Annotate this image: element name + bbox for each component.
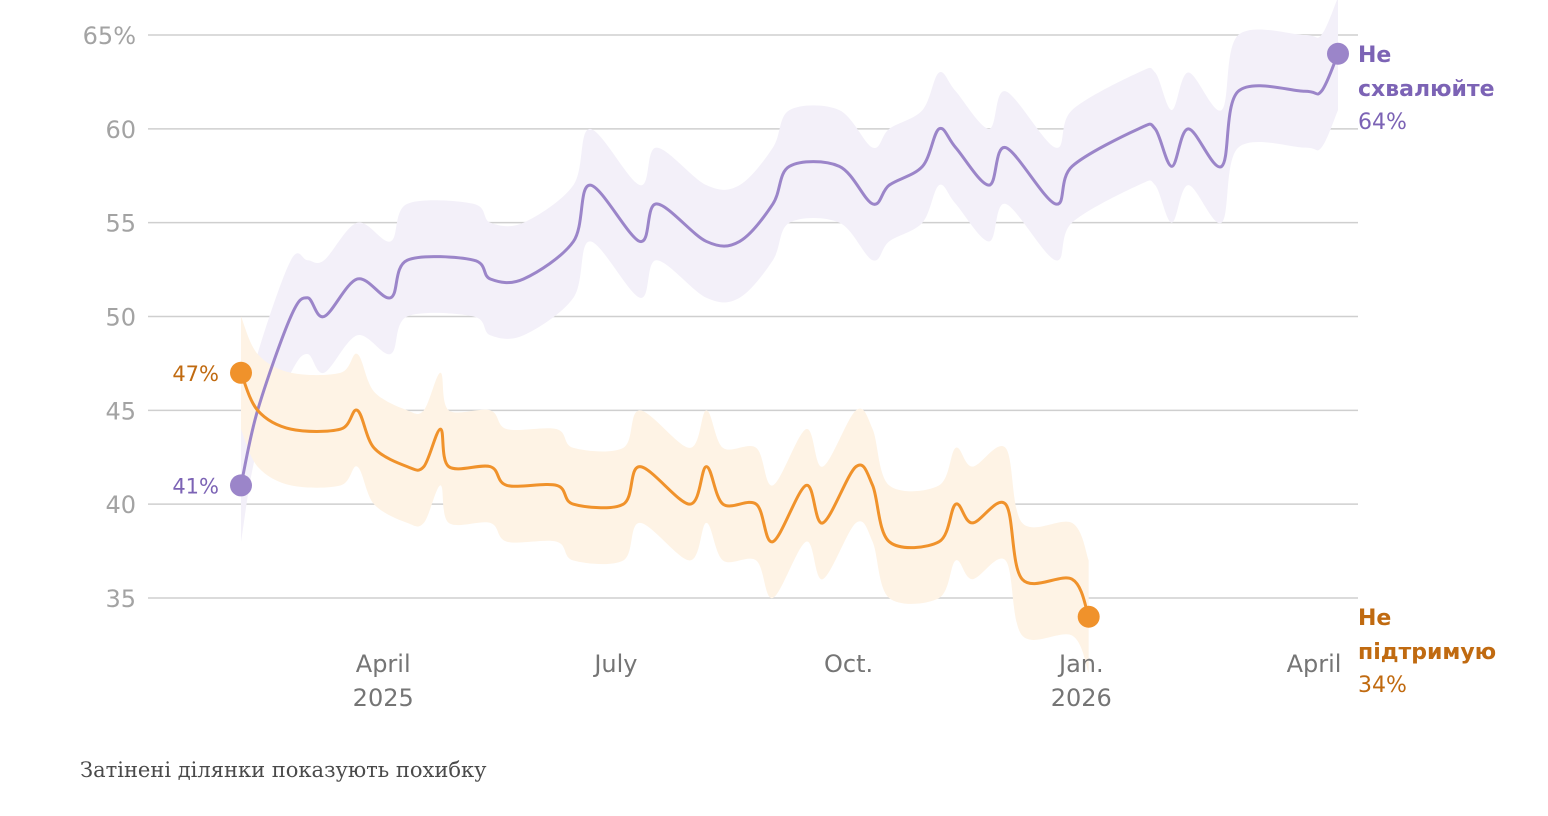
x-axis-ticks: April 2025 July Oct. Jan. 2026 April (353, 650, 1342, 712)
start-marker-series-0 (230, 474, 252, 497)
x-tick-label-0: April (356, 650, 411, 678)
y-tick-label-45: 45 (105, 397, 136, 425)
start-marker-series-1 (230, 361, 252, 384)
band-series-0 (241, 0, 1338, 542)
end-value-series-1: 34% (1358, 673, 1407, 698)
x-tick-label-2: Oct. (824, 650, 873, 678)
x-tick-label-4: April (1287, 650, 1342, 678)
y-axis-ticks: 35 40 45 50 55 60 65% (83, 22, 136, 613)
end-title-line1-series-0: Не (1358, 43, 1391, 68)
end-marker-series-0 (1327, 42, 1349, 65)
end-title-line1-series-1: Не (1358, 606, 1391, 631)
line-series-1 (239, 372, 1091, 618)
approval-line-chart: 35 40 45 50 55 60 65% April 2025 July Oct. Jan. 202… (83, 0, 1496, 712)
start-label-series-1: 47% (172, 362, 219, 386)
band-series-1 (241, 316, 1089, 674)
y-tick-label-40: 40 (105, 491, 136, 519)
end-title-line2-series-1: підтримую (1358, 640, 1496, 665)
x-tick-label-1: July (592, 650, 637, 678)
end-marker-series-1 (1077, 605, 1100, 628)
x-tick-label-3: Jan. (1057, 650, 1104, 678)
x-tick-year-0: 2025 (353, 684, 414, 712)
line-series-0 (239, 53, 1340, 486)
series-lines (230, 42, 1349, 628)
y-tick-label-55: 55 (105, 210, 136, 238)
error-bands (241, 0, 1338, 674)
series-labels: 41% Не схвалюйте 64% 47% Не підтримую 34% (172, 43, 1496, 698)
y-tick-label-60: 60 (105, 116, 136, 144)
end-title-line2-series-0: схвалюйте (1358, 77, 1495, 102)
y-tick-label-50: 50 (105, 304, 136, 332)
end-value-series-0: 64% (1358, 110, 1407, 135)
x-tick-year-3: 2026 (1051, 684, 1112, 712)
chart-note: Затінені ділянки показують похибку (80, 758, 487, 782)
y-tick-label-65: 65% (83, 22, 136, 50)
start-label-series-0: 41% (172, 474, 219, 498)
y-tick-label-35: 35 (105, 585, 136, 613)
